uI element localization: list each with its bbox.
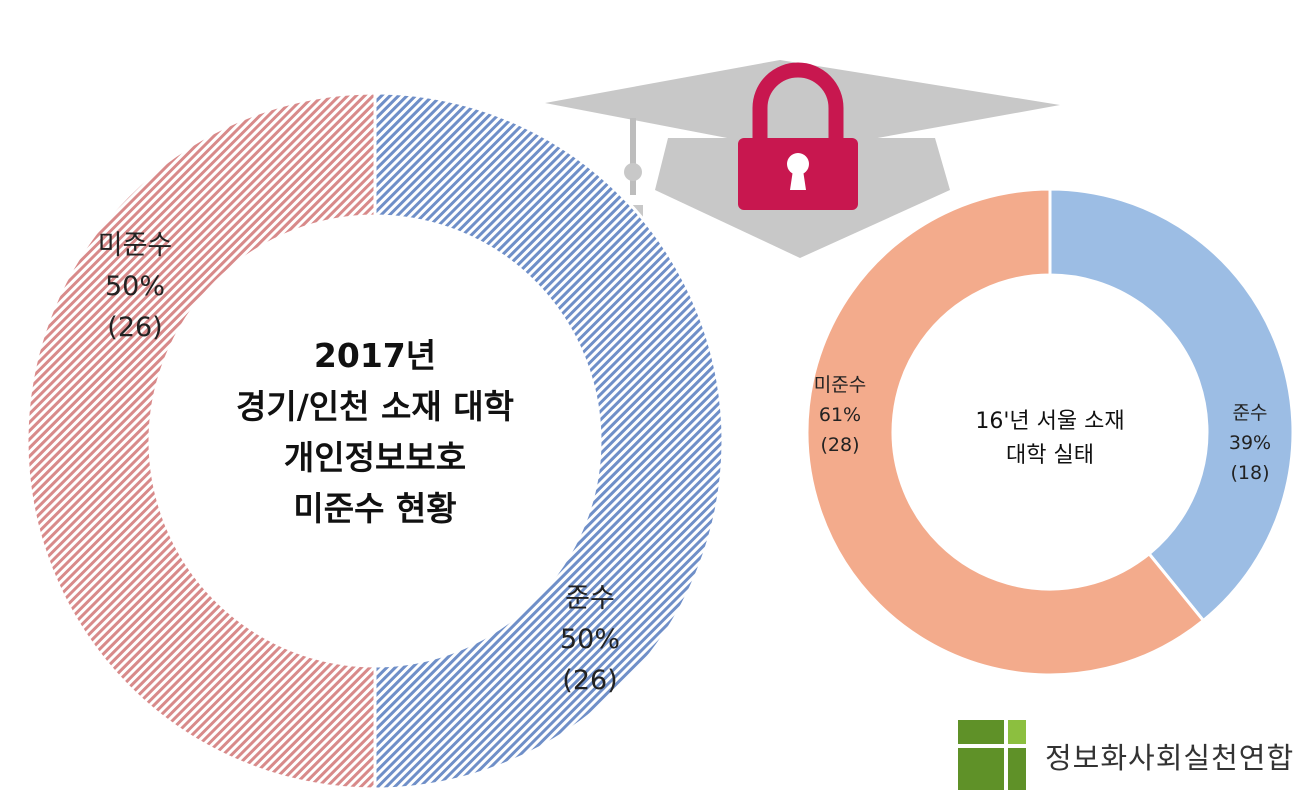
small-chart-title-line: 16'년 서울 소재: [975, 409, 1125, 434]
big-chart-title-line: 개인정보보호: [283, 438, 467, 477]
big-slice-compliant: [373, 91, 725, 791]
padlock-icon: [738, 62, 858, 210]
slice-percent: 61%: [818, 404, 862, 426]
big-slice-label-noncompliant: 미준수 50% (26): [70, 225, 200, 348]
big-slice-label-compliant: 준수 50% (26): [535, 578, 645, 701]
big-slice-noncompliant: [25, 91, 377, 791]
slice-percent: 50%: [559, 624, 620, 655]
small-chart-title-line: 대학 실태: [1006, 443, 1094, 468]
slice-name: 준수: [1232, 402, 1268, 424]
slice-name: 준수: [565, 583, 615, 614]
org-logo-mark: [958, 720, 1026, 790]
big-chart-title-line: 경기/인천 소재 대학: [236, 387, 514, 426]
small-chart-title: 16'년 서울 소재 대학 실태: [905, 405, 1195, 473]
big-chart-title-line: 미준수 현황: [293, 489, 457, 528]
org-name: 정보화사회실천연합: [1045, 741, 1295, 775]
slice-count: (28): [820, 434, 860, 456]
big-donut-chart: [25, 91, 725, 791]
small-slice-noncompliant: [805, 187, 1206, 677]
small-slice-label-compliant: 준수 39% (18): [1205, 398, 1295, 488]
small-donut-chart: [805, 187, 1295, 677]
big-chart-title-year: 2017년: [313, 336, 437, 375]
big-chart-title: 2017년 경기/인천 소재 대학 개인정보보호 미준수 현황: [175, 330, 575, 534]
slice-count: (26): [107, 312, 163, 343]
slice-percent: 39%: [1228, 432, 1272, 454]
slice-count: (26): [562, 665, 618, 696]
small-slice-label-noncompliant: 미준수 61% (28): [785, 370, 895, 460]
slice-name: 미준수: [97, 230, 173, 261]
slice-percent: 50%: [104, 271, 165, 302]
slice-name: 미준수: [813, 374, 867, 396]
slice-count: (18): [1230, 462, 1270, 484]
small-slice-compliant: [1048, 187, 1295, 623]
